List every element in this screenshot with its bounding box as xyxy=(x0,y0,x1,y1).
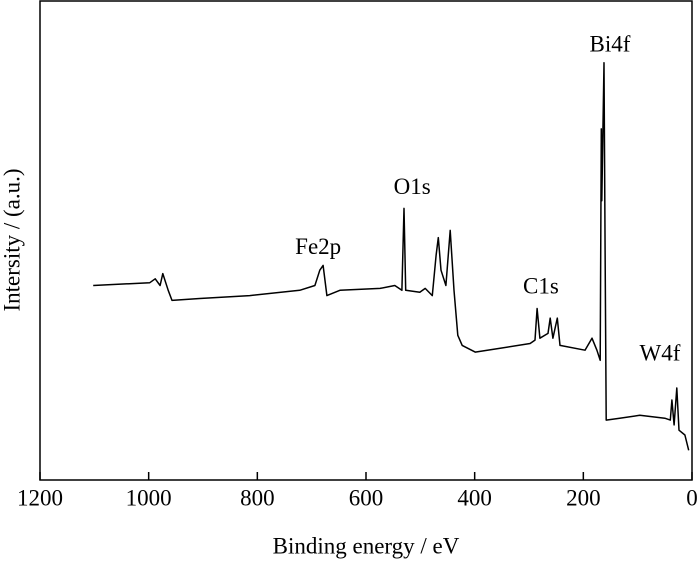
x-tick-label: 800 xyxy=(240,485,275,510)
x-tick-label: 200 xyxy=(566,485,601,510)
peak-annotation: W4f xyxy=(640,341,681,366)
y-axis-label: Intersity / (a.u.) xyxy=(0,168,24,311)
x-axis-label: Binding energy / eV xyxy=(273,533,460,558)
x-tick-label: 0 xyxy=(686,485,698,510)
x-tick-label: 1000 xyxy=(126,485,172,510)
x-tick-label: 1200 xyxy=(17,485,63,510)
x-tick-label: 400 xyxy=(457,485,492,510)
peak-annotation: Bi4f xyxy=(590,31,631,56)
x-tick-label: 600 xyxy=(349,485,384,510)
peak-annotation: C1s xyxy=(523,274,559,299)
plot-frame xyxy=(39,0,693,481)
spectrum-line xyxy=(93,62,690,451)
peak-annotation: Fe2p xyxy=(295,234,341,259)
peak-annotation: O1s xyxy=(394,174,431,199)
